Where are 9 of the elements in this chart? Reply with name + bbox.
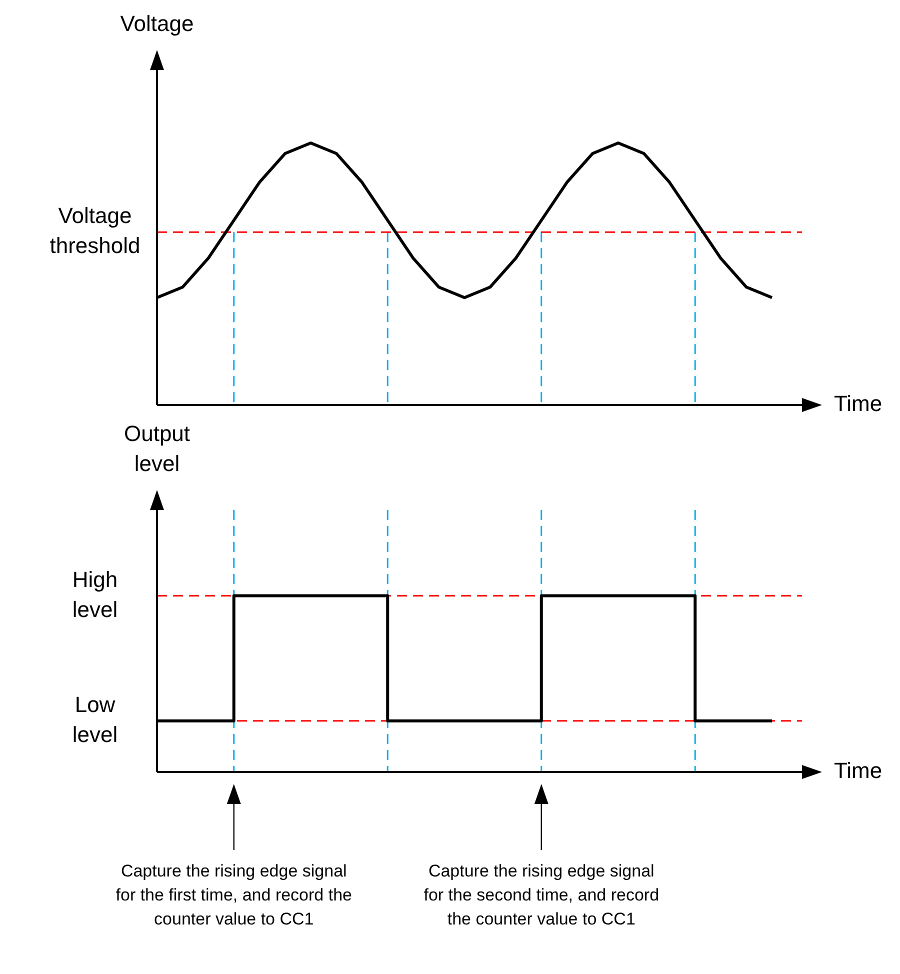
x-axis-title: Time — [834, 758, 882, 784]
text: Capture the rising edge signal for the first time, and record the counter value to CC1 — [116, 862, 352, 929]
ref-line-label: High level — [72, 566, 118, 622]
ref-line-label: Low level — [72, 692, 118, 747]
text: Capture the rising edge signal for the second time, and record the counter value to CC1 — [424, 862, 660, 929]
x-axis-title: Time — [834, 391, 882, 416]
ref-line-label: Voltage threshold — [50, 203, 140, 258]
y-axis-title: Output level — [124, 421, 190, 476]
y-axis-title: Voltage — [120, 11, 194, 36]
